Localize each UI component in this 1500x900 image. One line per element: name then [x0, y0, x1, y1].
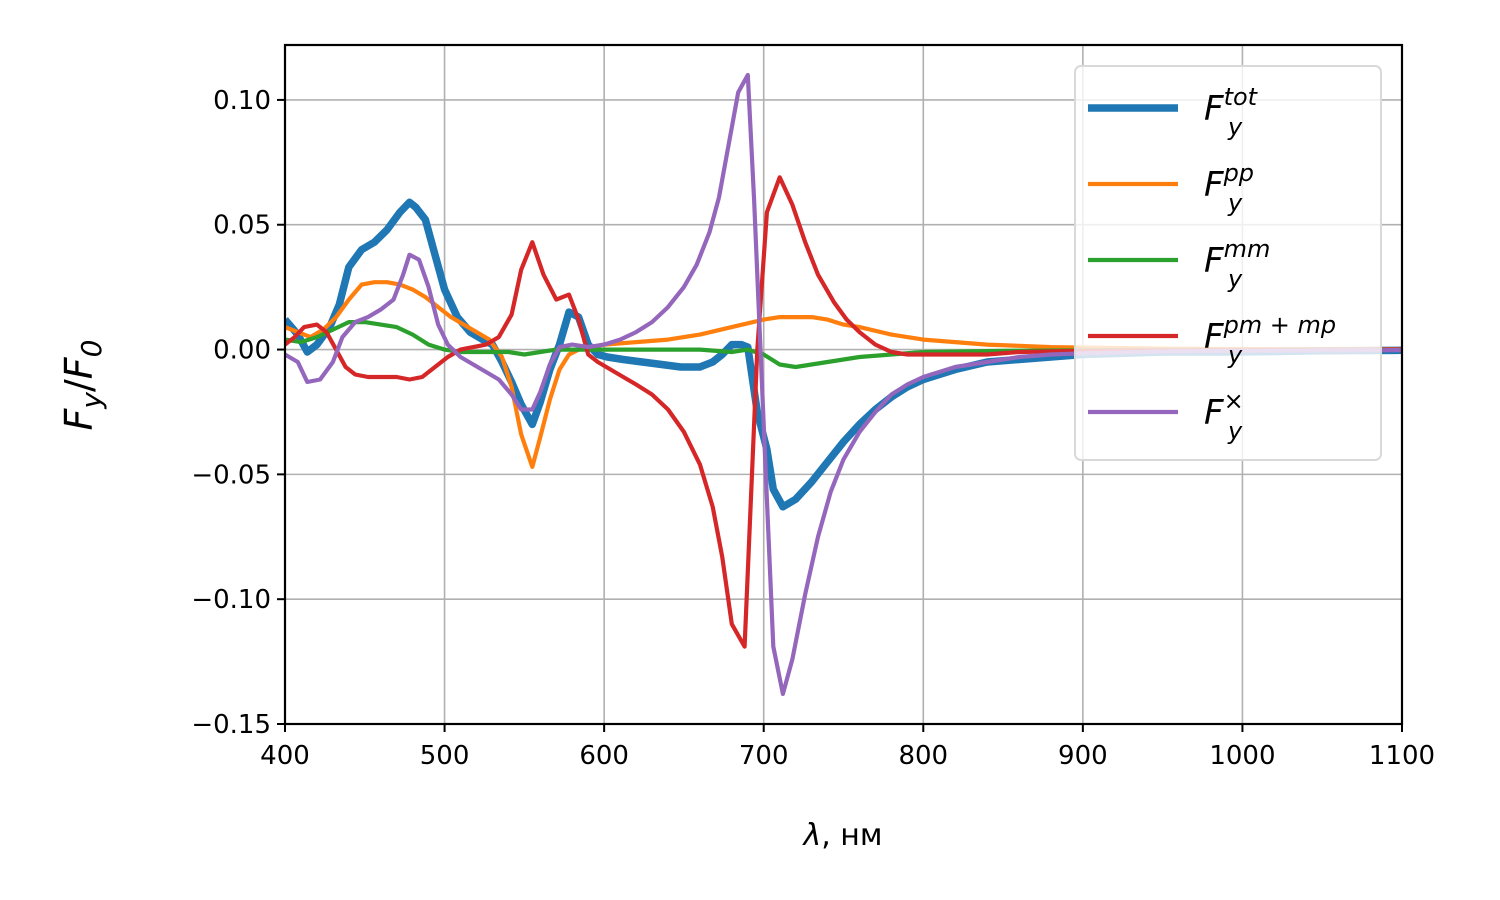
series-layer — [285, 72, 1402, 697]
y-tick-label: 0.00 — [213, 336, 271, 366]
y-tick-label: −0.15 — [191, 710, 271, 740]
series-line-pmmp — [285, 175, 1402, 649]
axis-ticks: 400 500 600 700 800 900 1000 1100 −0.15 −0.10 −0.0… — [191, 86, 1435, 771]
legend-label: Fpp y — [1204, 159, 1254, 217]
y-tick-label: 0.05 — [213, 211, 271, 241]
y-label-num-sub: y — [75, 392, 108, 410]
y-label-den-sub: 0 — [75, 340, 108, 358]
y-label-slash: / — [57, 379, 101, 392]
x-tick-label: 700 — [739, 741, 789, 771]
x-axis-unit: , нм — [821, 818, 882, 853]
x-tick-label: 900 — [1058, 741, 1108, 771]
legend-label: Ftot y — [1204, 83, 1259, 141]
series-line- — [285, 72, 1402, 697]
legend-label: F× y — [1204, 387, 1244, 445]
series-line-pp — [285, 280, 1402, 469]
x-tick-label: 500 — [420, 741, 470, 771]
y-label-num: F — [57, 407, 101, 430]
legend-box — [1074, 65, 1382, 461]
x-tick-label: 1100 — [1369, 741, 1435, 771]
y-tick-label: −0.10 — [191, 585, 271, 615]
plot-frame — [283, 43, 1404, 726]
x-axis-symbol: λ — [801, 818, 821, 853]
y-tick-label: 0.10 — [213, 86, 271, 116]
series-line-mm — [285, 320, 1402, 370]
legend-label: Fpm + mp y — [1204, 311, 1336, 369]
x-axis-label: λ, нм — [801, 818, 882, 853]
x-tick-label: 1000 — [1209, 741, 1275, 771]
x-tick-label: 800 — [898, 741, 948, 771]
y-axis-label: Fy/F0 — [57, 340, 108, 431]
legend-label: Fmm y — [1204, 235, 1270, 293]
series-line-tot — [285, 198, 1402, 511]
x-tick-label: 600 — [579, 741, 629, 771]
legend: Ftot y Fpp y Fmm y Fpm + mp y F× y — [1074, 65, 1382, 461]
x-tick-label: 400 — [260, 741, 310, 771]
y-label-den: F — [57, 356, 101, 379]
y-tick-label: −0.05 — [191, 460, 271, 490]
